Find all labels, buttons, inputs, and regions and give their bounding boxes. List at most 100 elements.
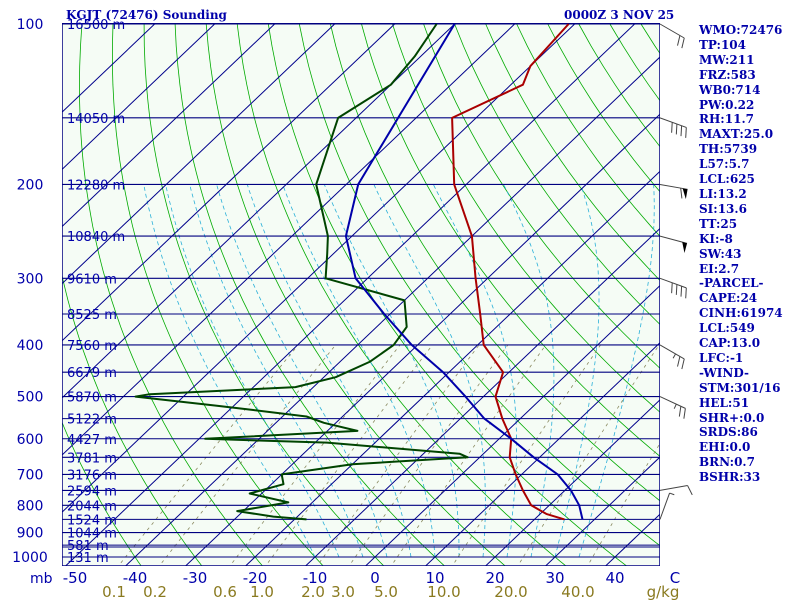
- dry-adiabat: [205, 23, 506, 566]
- dry-adiabat: [174, 23, 446, 566]
- stat-line: MAXT:25.0: [699, 127, 774, 142]
- mixing-ratio-label: 5.0: [374, 583, 398, 600]
- parcel-line: [344, 23, 584, 520]
- temperature-tick-label: -10: [303, 569, 328, 587]
- stat-line: STM:301/16: [699, 380, 781, 395]
- stat-line: -PARCEL-: [699, 276, 764, 291]
- barb-full: [677, 35, 681, 46]
- height-label: 131 m: [67, 551, 109, 566]
- temperature-tick-label: -20: [243, 569, 268, 587]
- height-label: 581 m: [67, 539, 109, 554]
- wind-barb: [659, 277, 687, 299]
- stat-line: SHR+:0.0: [699, 410, 765, 425]
- pressure-tick-label: 1000: [12, 550, 48, 566]
- isotherm: [62, 23, 217, 171]
- stat-line: CAP:13.0: [699, 336, 761, 351]
- mixing-ratio-line: [229, 344, 401, 566]
- dry-adiabat: [236, 23, 567, 566]
- wind-barb: [659, 23, 685, 49]
- stat-line: TH:5739: [699, 142, 758, 157]
- barb-full: [675, 123, 678, 135]
- stat-line: MW:211: [699, 52, 755, 67]
- barb-full: [681, 358, 685, 370]
- mixing-ratio-label: 2.0: [301, 583, 325, 600]
- isotherm: [62, 23, 577, 513]
- isotherm: [62, 23, 277, 228]
- isotherm: [62, 23, 337, 285]
- temperature-tick-label: 20: [485, 569, 504, 587]
- stat-line: WMO:72476: [699, 23, 783, 37]
- pressure-tick-label: 900: [17, 526, 44, 542]
- stat-line: RH:11.7: [699, 112, 754, 127]
- stat-line: LFC:-1: [699, 350, 744, 365]
- mixing-ratio-label: g/kg: [647, 583, 680, 600]
- barb-staff: [659, 485, 688, 491]
- isotherm: [424, 342, 660, 566]
- height-label: 6679 m: [67, 366, 117, 381]
- isotherm: [364, 284, 660, 566]
- barb-full: [680, 286, 683, 297]
- mixing-ratio-label: 0.2: [143, 583, 167, 600]
- barb-full: [685, 287, 687, 299]
- stat-line: L57:5.7: [699, 157, 750, 172]
- mixing-ratio-label: 20.0: [494, 583, 527, 600]
- wind-barb: [659, 235, 688, 254]
- stat-line: CAPE:24: [699, 291, 758, 306]
- wind-barb: [659, 485, 693, 496]
- barb-full: [671, 282, 673, 294]
- height-label: 3176 m: [67, 468, 117, 483]
- barb-full: [687, 485, 693, 496]
- dewpoint-line: [134, 23, 469, 521]
- isotherm: [484, 399, 660, 566]
- barb-full: [680, 125, 683, 137]
- pressure-tick-label: 200: [17, 177, 44, 193]
- chart-series: [134, 23, 584, 521]
- barb-full: [677, 356, 681, 367]
- dry-adiabat: [298, 23, 660, 547]
- mixing-ratio-line: [451, 344, 601, 566]
- height-label: 3781 m: [67, 451, 117, 466]
- barb-full: [680, 188, 683, 199]
- barb-staff: [659, 344, 685, 360]
- height-label: 1044 m: [67, 527, 117, 542]
- dry-adiabat: [62, 273, 203, 566]
- stat-line: TT:25: [699, 216, 738, 231]
- height-label: 5122 m: [67, 413, 117, 428]
- temperature-tick-label: 40: [605, 569, 624, 587]
- isotherm: [544, 456, 660, 566]
- pressure-tick-label: 700: [17, 467, 44, 483]
- barb-flag: [682, 242, 688, 254]
- dry-adiabat: [485, 23, 660, 282]
- height-label: 2594 m: [67, 484, 117, 499]
- barb-staff: [659, 492, 671, 520]
- barb-full: [678, 406, 682, 417]
- mixing-ratio-label: 1.0: [250, 583, 274, 600]
- moist-adiabat: [246, 184, 412, 558]
- wind-barbs: [659, 23, 693, 520]
- stat-line: LCL:625: [699, 172, 755, 187]
- temperature-tick-label: C: [670, 569, 680, 587]
- isotherm: [62, 23, 397, 342]
- stat-line: TP:104: [699, 37, 747, 52]
- barb-staff: [659, 23, 685, 39]
- wind-barb: [659, 117, 687, 138]
- barb-full: [681, 37, 685, 49]
- barb-half: [669, 492, 675, 496]
- barb-flag: [682, 188, 688, 200]
- barb-staff: [659, 396, 686, 409]
- barb-half: [672, 353, 677, 359]
- height-label: 1524 m: [67, 513, 117, 528]
- temperature-tick-label: -30: [183, 569, 208, 587]
- height-label: 4427 m: [67, 433, 117, 448]
- stat-line: CINH:61974: [699, 306, 783, 321]
- sounding-time: 0000Z 3 NOV 25: [564, 8, 675, 22]
- dry-adiabat: [112, 23, 324, 566]
- stat-line: -WIND-: [699, 365, 749, 380]
- barb-full: [671, 122, 673, 133]
- height-label: 10840 m: [67, 230, 125, 245]
- dry-adiabat: [392, 23, 660, 413]
- stat-line: PW:0.22: [699, 97, 755, 112]
- dry-adiabat: [423, 23, 660, 369]
